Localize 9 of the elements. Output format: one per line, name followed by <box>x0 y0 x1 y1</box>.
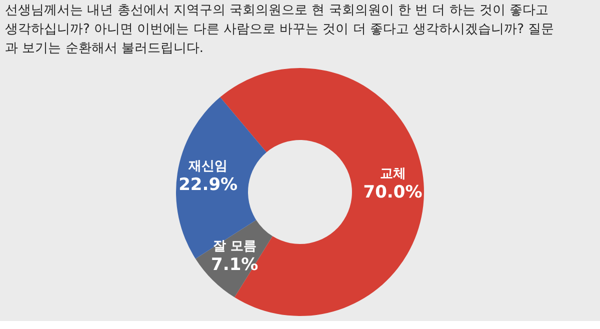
text: 생각하십니까? 아니면 이번에는 다른 사람으로 바꾸는 것이 더 좋다고 생각하시겠습니까? 질문 <box>5 22 554 37</box>
text: 선생님께서는 내년 총선에서 지역구의 국회의원으로 현 국회의원이 한 번 더 하는 것이 좋다고 <box>5 3 549 18</box>
slice-label: 재신임 <box>188 158 228 174</box>
data-label: 22.9% <box>178 174 238 195</box>
slice-label: 잘 모름 <box>212 239 256 254</box>
donut-slice <box>176 97 266 259</box>
slice-label: 교체 <box>380 166 406 182</box>
text: 과 보기는 순환해서 불러드립니다. <box>5 41 204 56</box>
data-label: 70.0% <box>363 182 422 202</box>
